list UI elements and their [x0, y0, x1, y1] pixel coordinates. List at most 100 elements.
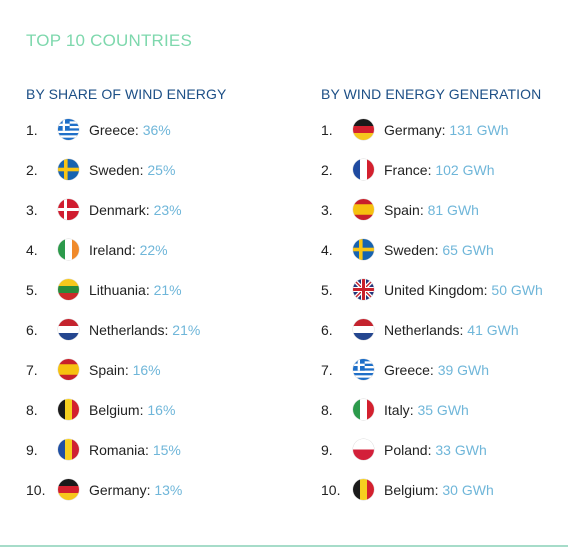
spain-flag-icon	[58, 359, 79, 380]
country-name: Netherlands	[89, 322, 165, 338]
ranking-row: 5. United Kingdom: 50 GWh	[321, 279, 543, 322]
netherlands-flag-icon	[353, 319, 374, 340]
ranking-row: 6. Netherlands: 21%	[26, 319, 226, 362]
rank-number: 7.	[26, 362, 38, 378]
ranking-row: 3. Spain: 81 GWh	[321, 199, 541, 242]
ranking-row: 6. Netherlands: 41 GWh	[321, 319, 541, 362]
country-value: 23%	[153, 202, 182, 218]
ireland-flag-icon	[58, 239, 79, 260]
country-entry: United Kingdom: 50 GWh	[384, 282, 543, 298]
germany-flag-icon	[58, 479, 79, 500]
country-name: Spain	[89, 362, 125, 378]
rank-number: 9.	[321, 442, 333, 458]
sweden-flag-icon	[353, 239, 374, 260]
country-value: 21%	[153, 282, 182, 298]
ranking-row: 8. Belgium: 16%	[26, 399, 226, 442]
country-entry: Netherlands: 21%	[89, 322, 201, 338]
share-ranking-column: BY SHARE OF WIND ENERGY 1. Greece: 36% 2. S…	[26, 86, 226, 522]
country-entry: Netherlands: 41 GWh	[384, 322, 519, 338]
country-entry: Sweden: 25%	[89, 162, 176, 178]
rank-number: 3.	[321, 202, 333, 218]
country-value: 21%	[172, 322, 201, 338]
country-entry: Lithuania: 21%	[89, 282, 182, 298]
rank-number: 5.	[26, 282, 38, 298]
ranking-row: 1. Greece: 36%	[26, 119, 226, 162]
country-entry: Germany: 131 GWh	[384, 122, 509, 138]
ranking-row: 10. Belgium: 30 GWh	[321, 479, 541, 522]
uk-flag-icon	[353, 279, 374, 300]
country-entry: Romania: 15%	[89, 442, 181, 458]
country-entry: Poland: 33 GWh	[384, 442, 487, 458]
country-name: Lithuania	[89, 282, 146, 298]
country-value: 15%	[152, 442, 181, 458]
country-name: Italy	[384, 402, 410, 418]
country-value: 36%	[142, 122, 171, 138]
france-flag-icon	[353, 159, 374, 180]
country-name: Belgium	[384, 482, 435, 498]
country-entry: Sweden: 65 GWh	[384, 242, 494, 258]
country-value: 33 GWh	[435, 442, 487, 458]
ranking-row: 4. Sweden: 65 GWh	[321, 239, 541, 282]
ranking-row: 2. Sweden: 25%	[26, 159, 226, 202]
rank-number: 9.	[26, 442, 38, 458]
rank-number: 6.	[321, 322, 333, 338]
romania-flag-icon	[58, 439, 79, 460]
rank-number: 4.	[26, 242, 38, 258]
country-entry: Greece: 39 GWh	[384, 362, 490, 378]
country-value: 16%	[147, 402, 176, 418]
country-entry: Belgium: 30 GWh	[384, 482, 494, 498]
country-name: Germany	[384, 122, 442, 138]
rank-number: 5.	[321, 282, 333, 298]
country-entry: Germany: 13%	[89, 482, 183, 498]
country-value: 35 GWh	[417, 402, 469, 418]
generation-ranking-column: BY WIND ENERGY GENERATION 1. Germany: 131…	[321, 86, 543, 522]
ranking-row: 4. Ireland: 22%	[26, 239, 226, 282]
country-name: Spain	[384, 202, 420, 218]
ranking-row: 9. Poland: 33 GWh	[321, 439, 541, 482]
country-entry: Italy: 35 GWh	[384, 402, 469, 418]
ranking-row: 3. Denmark: 23%	[26, 199, 226, 242]
country-name: Denmark	[89, 202, 146, 218]
country-name: United Kingdom	[384, 282, 484, 298]
country-name: Sweden	[89, 162, 140, 178]
spain-flag-icon	[353, 199, 374, 220]
country-value: 13%	[154, 482, 183, 498]
country-value: 16%	[132, 362, 161, 378]
country-name: Romania	[89, 442, 146, 458]
country-value: 30 GWh	[442, 482, 494, 498]
country-value: 22%	[139, 242, 168, 258]
country-value: 81 GWh	[427, 202, 479, 218]
rank-number: 1.	[321, 122, 333, 138]
ranking-row: 7. Greece: 39 GWh	[321, 359, 541, 402]
ranking-row: 2. France: 102 GWh	[321, 159, 541, 202]
rank-number: 7.	[321, 362, 333, 378]
country-value: 102 GWh	[435, 162, 495, 178]
ranking-row: 5. Lithuania: 21%	[26, 279, 226, 322]
country-name: France	[384, 162, 428, 178]
rank-number: 10.	[26, 482, 46, 498]
country-name: Germany	[89, 482, 147, 498]
generation-ranking-heading: BY WIND ENERGY GENERATION	[321, 86, 542, 102]
rank-number: 8.	[26, 402, 38, 418]
ranking-row: 9. Romania: 15%	[26, 439, 226, 482]
ranking-row: 10. Germany: 13%	[26, 479, 226, 522]
country-name: Ireland	[89, 242, 132, 258]
country-value: 65 GWh	[442, 242, 494, 258]
generation-ranking-list: 1. Germany: 131 GWh 2. France: 102 GWh 3. Spa…	[321, 119, 543, 522]
country-value: 41 GWh	[467, 322, 519, 338]
country-entry: Greece: 36%	[89, 122, 171, 138]
country-entry: Denmark: 23%	[89, 202, 182, 218]
country-value: 25%	[147, 162, 176, 178]
lithuania-flag-icon	[58, 279, 79, 300]
greece-flag-icon	[353, 359, 374, 380]
rank-number: 3.	[26, 202, 38, 218]
page-title: TOP 10 COUNTRIES	[26, 31, 193, 50]
ranking-row: 8. Italy: 35 GWh	[321, 399, 541, 442]
country-name: Poland	[384, 442, 428, 458]
country-name: Greece	[89, 122, 135, 138]
bottom-divider	[0, 545, 568, 547]
poland-flag-icon	[353, 439, 374, 460]
country-entry: France: 102 GWh	[384, 162, 495, 178]
share-ranking-list: 1. Greece: 36% 2. Sweden: 25% 3. Denmark: 23%…	[26, 119, 226, 522]
rank-number: 2.	[26, 162, 38, 178]
